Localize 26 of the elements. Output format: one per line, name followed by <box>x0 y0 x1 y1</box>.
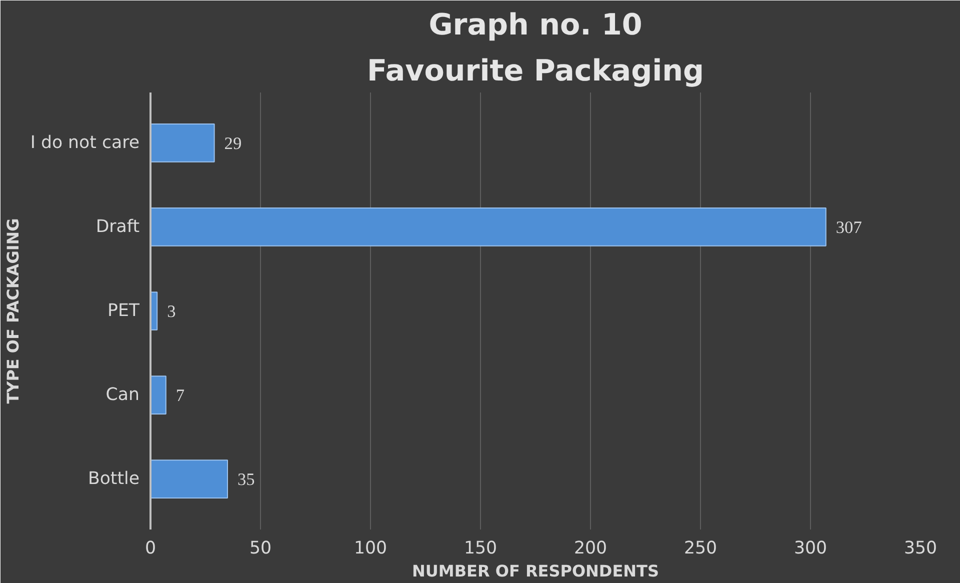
y-axis-title: TYPE OF PACKAGING <box>3 218 22 404</box>
x-tick-label: 300 <box>794 538 828 558</box>
x-tick-label: 200 <box>574 538 608 558</box>
x-tick-label: 350 <box>904 538 938 558</box>
x-tick-label: 150 <box>464 538 498 558</box>
x-tick-label: 50 <box>249 538 272 558</box>
bar <box>150 124 215 162</box>
y-tick-label: I do not care <box>30 132 140 153</box>
data-label: 3 <box>167 302 176 321</box>
y-tick-label: Draft <box>96 216 140 237</box>
data-label: 307 <box>836 218 862 237</box>
x-tick-label: 250 <box>684 538 718 558</box>
y-tick-label: PET <box>108 301 140 321</box>
y-tick-label: Bottle <box>88 469 140 490</box>
x-tick-label: 100 <box>354 538 388 558</box>
x-axis-title: NUMBER OF RESPONDENTS <box>412 562 659 580</box>
chart-title: Graph no. 10 <box>428 8 642 42</box>
data-label: 35 <box>238 470 255 490</box>
bar <box>150 208 826 246</box>
bar <box>150 376 166 414</box>
data-label: 29 <box>224 134 242 153</box>
y-tick-label: Can <box>106 385 140 406</box>
chart-subtitle: Favourite Packaging <box>367 54 704 88</box>
data-label: 7 <box>176 386 185 406</box>
bar <box>150 460 228 498</box>
x-tick-label: 0 <box>144 538 156 558</box>
